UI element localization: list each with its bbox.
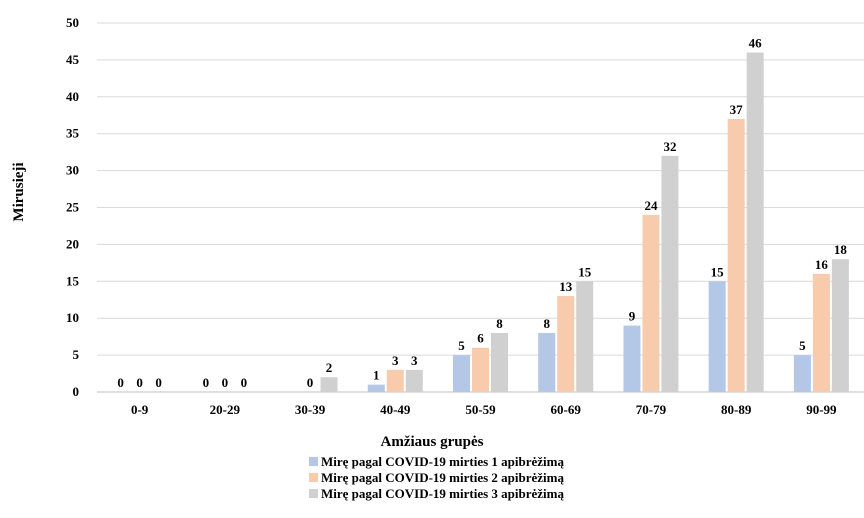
- y-tick-label: 10: [66, 310, 79, 325]
- data-label: 32: [663, 139, 676, 154]
- legend-label: Mirę pagal COVID-19 mirties 3 apibrėžimą: [321, 486, 564, 501]
- bars: [320, 52, 849, 393]
- x-tick-label: 60-69: [551, 402, 582, 417]
- y-tick-label: 35: [66, 126, 80, 141]
- bar: [405, 369, 423, 392]
- y-axis-title: Mirusieji: [11, 162, 27, 221]
- data-label: 5: [799, 338, 806, 353]
- data-label: 8: [496, 316, 503, 331]
- x-tick-label: 50-59: [465, 402, 496, 417]
- data-label: 0: [222, 375, 229, 390]
- data-label: 15: [578, 264, 592, 279]
- bar: [727, 118, 745, 392]
- data-label: 0: [241, 375, 248, 390]
- x-tick-label: 40-49: [380, 402, 411, 417]
- y-tick-label: 45: [66, 52, 80, 67]
- bar: [320, 377, 338, 392]
- data-label: 16: [815, 257, 829, 272]
- legend-swatch: [309, 489, 318, 498]
- data-label: 24: [644, 198, 658, 213]
- data-label: 0: [136, 375, 143, 390]
- bar: [453, 355, 470, 392]
- legend-label: Mirę pagal COVID-19 mirties 2 apibrėžimą: [321, 470, 564, 485]
- data-label: 46: [749, 36, 763, 51]
- y-tick-label: 5: [73, 347, 80, 362]
- y-tick-label: 25: [66, 200, 80, 215]
- x-tick-label: 90-99: [806, 402, 837, 417]
- bar: [557, 296, 575, 392]
- x-tick-label: 20-29: [210, 402, 241, 417]
- data-label: 0: [203, 375, 210, 390]
- gridlines: [97, 22, 864, 393]
- bar: [793, 355, 811, 392]
- bar: [661, 155, 679, 392]
- bar: [576, 281, 594, 392]
- bar: [472, 347, 489, 392]
- y-tick-label: 30: [66, 163, 79, 178]
- legend-swatch: [309, 457, 318, 466]
- data-label: 18: [834, 242, 848, 257]
- y-tick-label: 40: [66, 89, 79, 104]
- data-label: 9: [629, 309, 636, 324]
- bar: [746, 52, 764, 393]
- legend-swatch: [309, 473, 318, 482]
- data-label: 37: [730, 102, 744, 117]
- x-tick-label: 30-39: [295, 402, 326, 417]
- bar: [538, 332, 556, 392]
- data-label: 6: [477, 331, 484, 346]
- data-label: 0: [155, 375, 162, 390]
- x-axis-title: Amžiaus grupės: [381, 434, 484, 450]
- y-tick-label: 20: [66, 236, 79, 251]
- data-label: 13: [559, 279, 573, 294]
- legend: Mirę pagal COVID-19 mirties 1 apibrėžimą…: [309, 454, 564, 501]
- data-label: 8: [543, 316, 550, 331]
- y-tick-label: 0: [73, 384, 80, 399]
- data-label: 0: [307, 375, 314, 390]
- data-label: 3: [392, 353, 399, 368]
- bar: [708, 281, 726, 392]
- legend-label: Mirę pagal COVID-19 mirties 1 apibrėžimą: [321, 454, 564, 469]
- bar: [831, 259, 849, 392]
- data-label: 15: [711, 264, 725, 279]
- bar: [386, 369, 404, 392]
- x-tick-label: 80-89: [721, 402, 752, 417]
- y-tick-label: 15: [66, 273, 80, 288]
- y-axis-ticks: 0 5 10 15 20 25 30 35 40 45 50: [66, 15, 80, 399]
- bar: [367, 384, 385, 392]
- data-label: 0: [117, 375, 124, 390]
- x-axis-ticks: 0-9 20-29 30-39 40-49 50-59 60-69 70-79 80-89 90…: [131, 402, 837, 417]
- data-label: 1: [373, 368, 380, 383]
- bar: [623, 325, 641, 392]
- bar: [491, 332, 508, 392]
- x-tick-label: 0-9: [131, 402, 149, 417]
- data-label: 3: [411, 353, 418, 368]
- data-label: 5: [458, 338, 465, 353]
- data-label: 2: [326, 360, 333, 375]
- bar: [812, 273, 830, 392]
- bar: [642, 214, 660, 392]
- y-tick-label: 50: [66, 15, 79, 30]
- x-tick-label: 70-79: [636, 402, 667, 417]
